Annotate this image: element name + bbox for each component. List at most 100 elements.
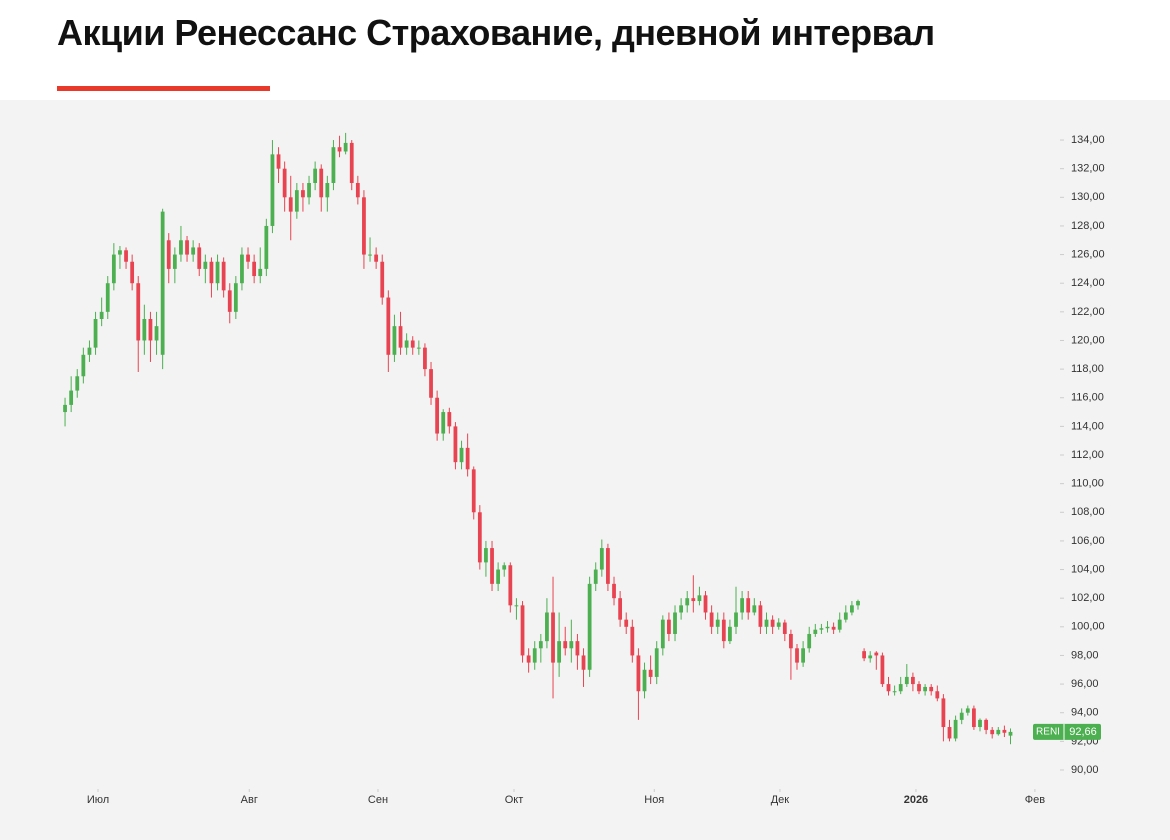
candle-body: [886, 684, 891, 692]
candle-body: [654, 648, 659, 677]
candle-body: [416, 347, 421, 349]
candle-body: [270, 154, 275, 226]
candle-body: [447, 412, 452, 427]
candle-body: [380, 261, 385, 298]
candle-body: [996, 729, 1001, 735]
candle-body: [331, 147, 336, 183]
candle-body: [636, 655, 641, 692]
candle-body: [935, 691, 940, 699]
candle-body: [911, 676, 915, 685]
candle-body: [728, 626, 732, 642]
candle-body: [551, 612, 555, 663]
candle-body: [93, 319, 98, 348]
candle-body: [63, 404, 67, 413]
candle-body: [520, 605, 525, 656]
y-tick-label: 130,00: [1071, 191, 1105, 203]
y-tick-label: 110,00: [1071, 478, 1104, 490]
candle-body: [514, 605, 519, 607]
candle-body: [502, 565, 507, 570]
candle-body: [258, 268, 263, 277]
candle-body: [160, 211, 165, 355]
candle-body: [142, 319, 147, 341]
candle-body: [124, 250, 128, 262]
y-tick-label: 112,00: [1071, 449, 1104, 461]
candle-body: [477, 512, 482, 563]
candle-body: [99, 311, 104, 320]
candle-body: [423, 347, 427, 370]
candle-body: [819, 628, 824, 630]
candle-body: [227, 290, 232, 312]
candle-body: [429, 369, 433, 398]
y-tick-label: 134,00: [1071, 134, 1105, 146]
candle-body: [240, 254, 244, 284]
candle-body: [746, 598, 751, 613]
candle-body: [557, 641, 562, 663]
candle-body: [337, 147, 342, 152]
x-tick-label: Июл: [87, 794, 109, 806]
candle-body: [734, 612, 738, 627]
candle-body: [813, 629, 818, 634]
y-tick-label: 98,00: [1071, 649, 1099, 661]
candle-body: [246, 254, 250, 262]
candle-body: [459, 447, 464, 463]
candle-body: [410, 340, 415, 348]
candle-body: [904, 676, 909, 685]
candle-body: [740, 598, 745, 613]
candle-body: [898, 684, 903, 692]
candle-body: [667, 619, 671, 634]
y-tick-label: 104,00: [1071, 563, 1105, 575]
candle-body: [1002, 729, 1007, 733]
x-tick-label: 2026: [904, 794, 928, 806]
candle-body: [721, 619, 726, 642]
candle-body: [880, 655, 885, 685]
candle-body: [233, 283, 238, 312]
x-tick-label: Авг: [241, 794, 258, 806]
candle-body: [642, 669, 647, 692]
y-tick-label: 108,00: [1071, 506, 1105, 518]
candle-body: [764, 619, 769, 627]
last-price-marker: [1033, 723, 1101, 740]
candle-body: [288, 197, 293, 212]
candle-body: [660, 619, 665, 649]
candle-body: [697, 595, 702, 602]
candle-body: [252, 261, 257, 277]
header: Акции Ренессанс Страхование, дневной инт…: [0, 0, 1170, 100]
candle-body: [264, 225, 269, 269]
y-tick-label: 120,00: [1071, 334, 1105, 346]
candle-body: [929, 686, 934, 692]
candle-body: [703, 595, 708, 613]
candle-body: [532, 648, 537, 663]
candle-body: [75, 376, 80, 391]
candle-body: [349, 142, 354, 183]
candle-body: [575, 641, 580, 656]
y-tick-label: 126,00: [1071, 248, 1105, 260]
candle-body: [441, 412, 446, 434]
candle-body: [87, 347, 92, 355]
candle-body: [630, 626, 635, 656]
x-tick-label: Ноя: [644, 794, 664, 806]
candle-body: [465, 447, 470, 470]
candle-body: [801, 648, 806, 663]
candle-body: [789, 633, 793, 649]
candle-body: [953, 719, 958, 739]
x-tick-label: Сен: [368, 794, 388, 806]
candle-body: [105, 283, 110, 312]
candle-body: [319, 168, 324, 198]
candle-body: [843, 612, 848, 620]
candle-body: [435, 397, 440, 434]
candle-body: [386, 297, 391, 355]
candle-body: [776, 622, 781, 627]
candle-body: [1008, 731, 1013, 736]
y-tick-label: 94,00: [1071, 707, 1099, 719]
candle-body: [166, 240, 171, 269]
candle-body: [526, 655, 531, 663]
last-price-label: 92,66: [1069, 726, 1097, 738]
candle-body: [221, 261, 226, 291]
y-tick-label: 118,00: [1071, 363, 1104, 375]
candle-body: [136, 283, 141, 341]
candle-body: [856, 601, 860, 606]
candle-body: [984, 719, 988, 730]
candle-body: [978, 719, 982, 728]
candle-body: [593, 569, 598, 584]
